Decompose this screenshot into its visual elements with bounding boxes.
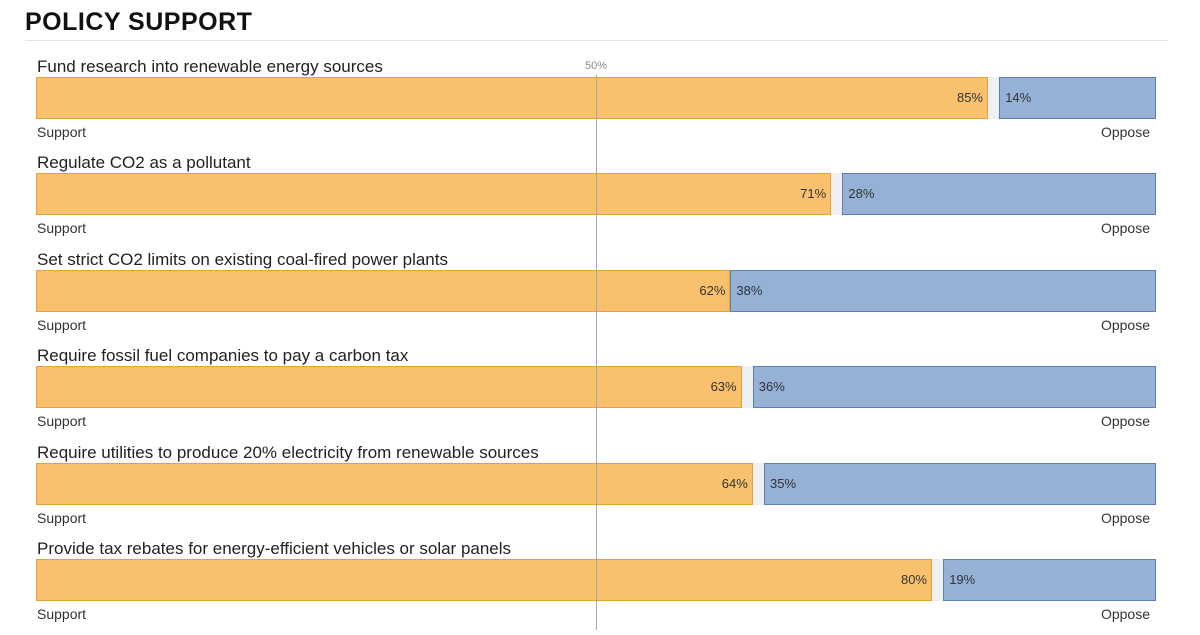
chart-row: Require fossil fuel companies to pay a c… [0, 346, 1200, 442]
support-value-label: 63% [710, 379, 737, 395]
support-bar [36, 173, 832, 216]
oppose-end-label: Oppose [1100, 606, 1150, 622]
support-value-label: 85% [956, 90, 983, 105]
support-bar [36, 77, 988, 119]
support-bar [36, 269, 731, 312]
chart-row: Regulate CO2 as a pollutant 71% 28% Support… [0, 153, 1200, 249]
support-end-label: Support [37, 606, 87, 622]
oppose-end-label: Oppose [1100, 124, 1150, 140]
support-end-label: Support [37, 509, 87, 526]
support-end-label: Support [37, 316, 87, 333]
oppose-bar [730, 269, 1156, 312]
oppose-end-label: Oppose [1100, 509, 1150, 526]
title-divider [25, 40, 1168, 41]
category-label: Require utilities to produce 20% electri… [37, 442, 539, 462]
support-value-label: 64% [721, 475, 748, 491]
category-label: Set strict CO2 limits on existing coal-f… [37, 249, 448, 269]
category-label: Fund research into renewable energy sour… [37, 57, 383, 76]
oppose-end-label: Oppose [1100, 413, 1150, 430]
chart-row: Provide tax rebates for energy-efficient… [0, 539, 1200, 635]
support-bar [36, 366, 742, 409]
oppose-value-label: 19% [949, 572, 976, 587]
oppose-value-label: 28% [848, 186, 875, 202]
oppose-value-label: 36% [758, 379, 785, 395]
oppose-bar [842, 173, 1156, 216]
oppose-bar [752, 366, 1156, 409]
oppose-value-label: 38% [736, 282, 763, 298]
chart-title: POLICY SUPPORT [25, 8, 253, 36]
category-label: Provide tax rebates for energy-efficient… [37, 539, 512, 558]
midpoint-label: 50% [584, 60, 608, 72]
support-value-label: 80% [900, 572, 927, 587]
support-end-label: Support [37, 220, 87, 237]
support-end-label: Support [37, 124, 87, 140]
oppose-value-label: 14% [1005, 90, 1032, 105]
category-label: Require fossil fuel companies to pay a c… [37, 346, 409, 366]
oppose-bar [999, 77, 1156, 119]
oppose-end-label: Oppose [1100, 316, 1150, 333]
oppose-value-label: 35% [770, 475, 797, 491]
oppose-end-label: Oppose [1100, 220, 1150, 237]
oppose-bar [764, 462, 1156, 505]
oppose-bar [943, 559, 1156, 601]
chart-row: Set strict CO2 limits on existing coal-f… [0, 250, 1200, 346]
chart-row: Require utilities to produce 20% electri… [0, 443, 1200, 539]
support-value-label: 62% [699, 282, 726, 298]
support-bar [36, 559, 932, 601]
support-value-label: 71% [800, 186, 827, 202]
bar-track: 62% 38% [36, 269, 1156, 312]
midpoint-reference-line [596, 75, 597, 630]
category-label: Regulate CO2 as a pollutant [37, 153, 251, 173]
support-bar [36, 462, 753, 505]
support-end-label: Support [37, 413, 87, 430]
